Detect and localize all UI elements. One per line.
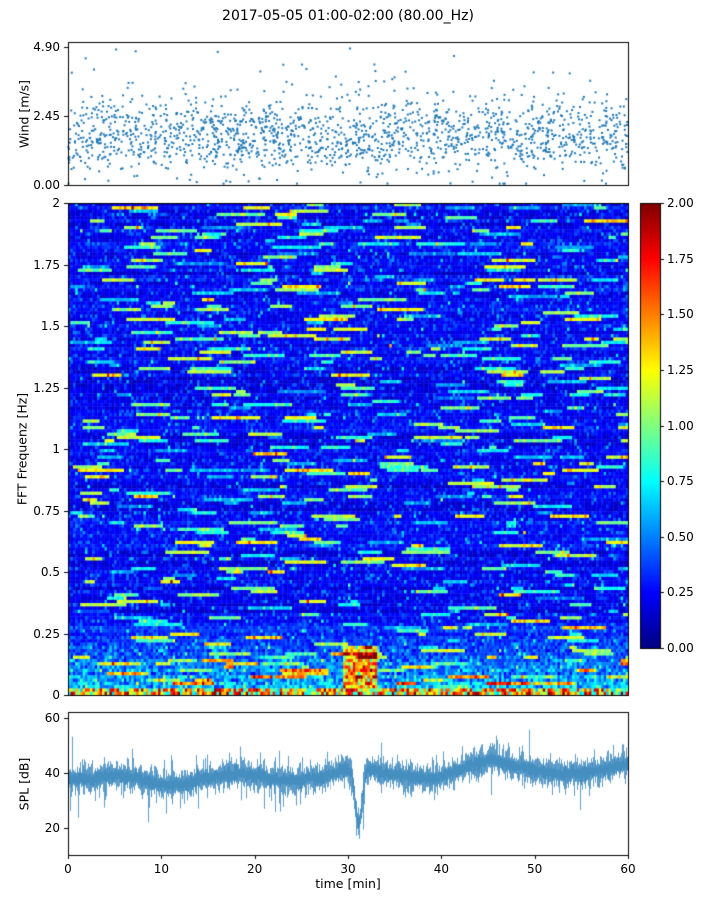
time-xtick-1: 10 xyxy=(153,862,169,876)
figure-title: 2017-05-05 01:00-02:00 (80.00_Hz) xyxy=(222,8,474,24)
fft-ytick-6: 0.5 xyxy=(40,565,60,579)
time-xtick-6: 60 xyxy=(620,862,636,876)
fft-ytick-7: 0.25 xyxy=(33,626,60,641)
fft-ytick-5: 0.75 xyxy=(33,503,60,518)
wind-ytick-2: 0.00 xyxy=(33,178,60,192)
spl-ytick-2: 20 xyxy=(44,820,60,835)
wind-ytick-0: 4.90 xyxy=(33,39,60,54)
colorbar-tick-8: 0.00 xyxy=(667,641,694,655)
colorbar-tick-0: 2.00 xyxy=(667,196,694,210)
time-xtick-2: 20 xyxy=(247,862,263,876)
time-xtick-0: 0 xyxy=(64,862,72,876)
time-xtick-4: 40 xyxy=(433,862,449,876)
fft-ytick-2: 1.5 xyxy=(40,319,60,333)
colorbar-tick-5: 0.75 xyxy=(667,474,694,489)
time-xtick-5: 50 xyxy=(527,862,543,876)
x-axis-label: time [min] xyxy=(315,876,381,891)
colorbar-tick-2: 1.50 xyxy=(667,307,694,322)
colorbar-tick-4: 1.00 xyxy=(667,418,694,433)
colorbar-tick-3: 1.25 xyxy=(667,362,694,377)
fft-ytick-0: 2 xyxy=(52,196,60,210)
spl-y-axis-label: SPL [dB] xyxy=(16,757,32,810)
colorbar-tick-7: 0.25 xyxy=(667,585,694,600)
spl-ytick-1: 40 xyxy=(44,765,60,780)
fft-ytick-1: 1.75 xyxy=(33,257,60,272)
wind-ytick-1: 2.45 xyxy=(33,108,60,123)
fft-ytick-4: 1 xyxy=(52,442,60,456)
spl-ytick-0: 60 xyxy=(44,710,60,725)
fft-y-axis-label: FFT Frequenz [Hz] xyxy=(14,392,30,506)
time-xtick-3: 30 xyxy=(340,862,356,876)
colorbar-tick-1: 1.75 xyxy=(667,251,694,266)
wind-y-axis-label: Wind [m/s] xyxy=(16,79,32,148)
colorbar-tick-6: 0.50 xyxy=(667,529,694,544)
fft-ytick-8: 0 xyxy=(52,688,60,702)
fft-ytick-3: 1.25 xyxy=(33,380,60,395)
